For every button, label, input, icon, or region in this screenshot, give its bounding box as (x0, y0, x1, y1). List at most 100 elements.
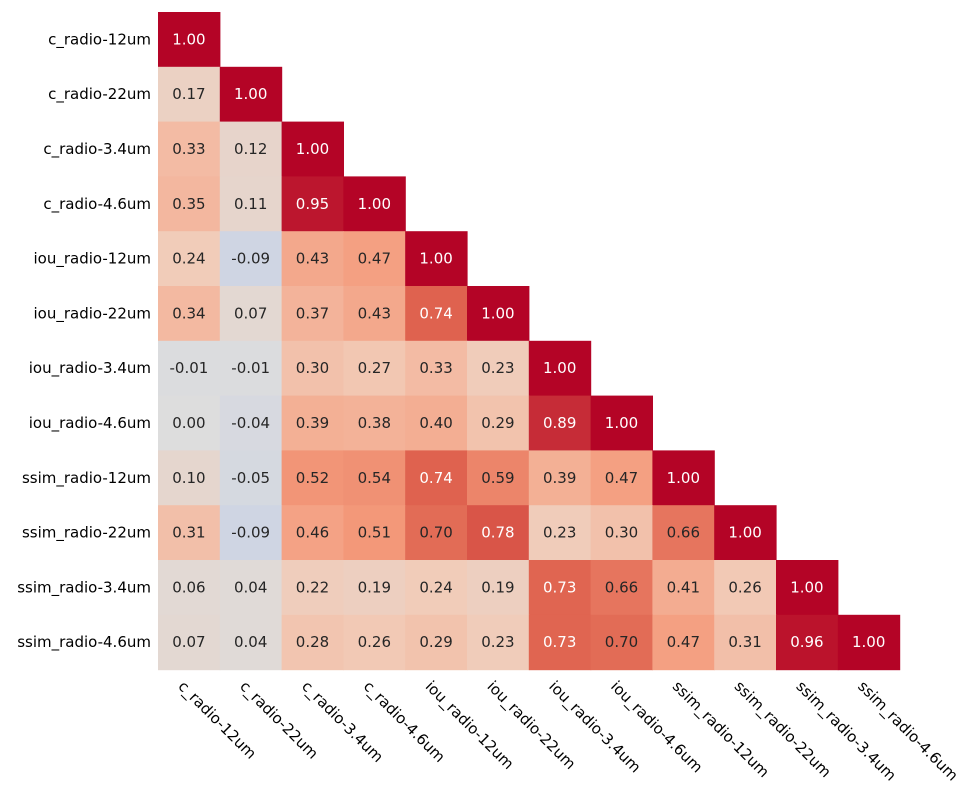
heatmap-cell (281, 121, 344, 177)
heatmap-cell (343, 286, 406, 342)
heatmap-cell (343, 614, 406, 671)
heatmap-cell (219, 231, 283, 287)
cell-value-label: 0.39 (543, 469, 576, 487)
cell-value-label: 0.40 (419, 414, 452, 432)
cell-value-label: 0.74 (419, 469, 452, 487)
cell-value-label: 0.46 (296, 524, 329, 542)
cell-value-label: 0.43 (358, 304, 391, 322)
heatmap-cell (219, 450, 283, 506)
cell-value-label: -0.04 (231, 414, 270, 432)
heatmap-cell (158, 176, 221, 232)
cell-value-label: 0.54 (358, 469, 391, 487)
heatmap-cell (281, 176, 344, 232)
heatmap-cell (281, 560, 344, 616)
cell-value-label: 0.33 (172, 140, 205, 158)
cell-value-label: 0.19 (358, 578, 391, 596)
cell-value-label: 0.34 (172, 304, 205, 322)
row-tick-label: iou_radio-12um (34, 250, 151, 269)
cell-value-label: 0.23 (481, 633, 514, 651)
heatmap-cell (343, 450, 406, 506)
heatmap-cell (837, 614, 901, 671)
heatmap-cell (714, 560, 777, 616)
cell-value-label: 0.28 (296, 633, 329, 651)
cell-value-label: 1.00 (667, 469, 700, 487)
heatmap-cell (219, 614, 283, 671)
row-tick-labels: c_radio-12um c_radio-22um c_radio-3.4um c_r… (17, 30, 151, 652)
cell-value-label: 1.00 (728, 524, 761, 542)
heatmap-cell (219, 286, 283, 342)
heatmap-cell (776, 560, 839, 616)
heatmap-cell (652, 450, 715, 506)
heatmap-cell (281, 450, 344, 506)
heatmap-cell (281, 505, 344, 561)
cell-value-label: 0.30 (296, 359, 329, 377)
cell-value-label: 0.51 (358, 524, 391, 542)
cell-value-label: 1.00 (852, 633, 885, 651)
heatmap-cell (158, 614, 221, 671)
heatmap-cell (590, 395, 653, 451)
heatmap-cell (343, 340, 406, 397)
cell-value-label: 0.11 (234, 195, 267, 213)
cell-value-label: 0.04 (234, 633, 267, 651)
cell-value-label: 0.96 (790, 633, 823, 651)
cell-value-label: 0.70 (419, 524, 452, 542)
heatmap-cell (467, 614, 530, 671)
heatmap-cell (467, 505, 530, 561)
heatmap-cell (590, 505, 653, 561)
heatmap-cell (343, 176, 406, 232)
cell-value-label: 0.31 (172, 524, 205, 542)
row-tick-label: iou_radio-3.4um (29, 359, 151, 378)
cell-value-label: 0.38 (358, 414, 391, 432)
heatmap-cell (528, 614, 592, 671)
cell-value-label: 0.29 (419, 633, 452, 651)
cell-value-label: 1.00 (172, 30, 205, 48)
heatmap-cell (158, 395, 221, 451)
cell-value-label: -0.05 (231, 469, 270, 487)
cell-value-label: 1.00 (296, 140, 329, 158)
heatmap-cell (343, 231, 406, 287)
heatmap-cell (343, 505, 406, 561)
cell-value-label: 0.59 (481, 469, 514, 487)
cell-value-label: 1.00 (605, 414, 638, 432)
heatmap-cell (158, 286, 221, 342)
heatmap-cell (281, 395, 344, 451)
cell-value-label: 0.26 (728, 578, 761, 596)
heatmap-cell (528, 395, 592, 451)
cell-value-label: 0.66 (605, 578, 638, 596)
cell-value-label: 1.00 (481, 304, 514, 322)
heatmap-cell (219, 560, 283, 616)
cell-value-label: 1.00 (790, 578, 823, 596)
heatmap-cell (405, 286, 468, 342)
heatmap-cell (467, 340, 530, 397)
heatmap-cells (158, 12, 901, 671)
heatmap-cell (219, 340, 283, 397)
heatmap-cell (467, 395, 530, 451)
heatmap-cell (405, 560, 468, 616)
cell-value-label: 0.23 (481, 359, 514, 377)
heatmap-cell (776, 614, 839, 671)
heatmap-cell (528, 505, 592, 561)
heatmap-cell (528, 340, 592, 397)
heatmap-cell (158, 450, 221, 506)
heatmap-cell (405, 450, 468, 506)
heatmap-cell (467, 450, 530, 506)
cell-value-label: 0.47 (667, 633, 700, 651)
heatmap-cell (219, 505, 283, 561)
heatmap-cell (714, 614, 777, 671)
cell-value-label: 0.24 (419, 578, 452, 596)
row-tick-label: ssim_radio-3.4um (17, 578, 151, 597)
column-tick-label: ssim_radio-4.6um (854, 677, 960, 785)
cell-value-label: 0.52 (296, 469, 329, 487)
cell-value-label: 0.27 (358, 359, 391, 377)
column-tick-labels: c_radio-12umc_radio-22umc_radio-3.4umc_r… (174, 677, 960, 785)
cell-value-label: 0.78 (481, 524, 514, 542)
cell-value-label: 0.07 (172, 633, 205, 651)
heatmap-cell (219, 66, 283, 123)
cell-value-label: 0.43 (296, 250, 329, 268)
heatmap-cell (281, 286, 344, 342)
heatmap-cell (714, 505, 777, 561)
heatmap-cell (467, 286, 530, 342)
cell-value-label: 0.22 (296, 578, 329, 596)
